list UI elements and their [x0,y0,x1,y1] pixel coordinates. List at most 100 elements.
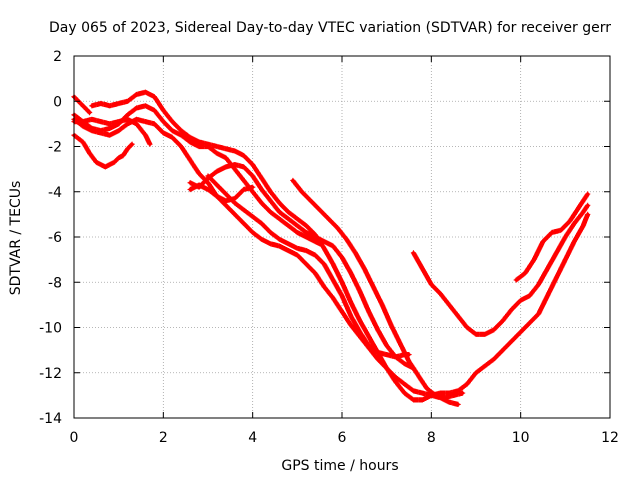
data-point [188,135,192,140]
data-point [143,104,148,108]
series-arc-10 [290,177,466,401]
data-point [134,92,139,97]
data-point [523,271,527,275]
data-point [581,210,585,214]
data-point [277,237,282,241]
data-point [554,251,559,255]
data-point [112,160,116,164]
data-point [407,359,411,364]
data-point [367,334,371,339]
data-point [206,174,210,178]
y-tick-label: -4 [48,185,62,201]
data-point [81,104,85,108]
y-axis-label: SDTVAR / TECUs [8,181,24,296]
data-point [286,248,290,253]
data-point [179,144,183,149]
data-point [268,242,273,246]
data-point [170,135,174,140]
data-point [108,122,112,126]
data-point [251,163,255,167]
grid-layer [74,56,610,418]
data-point [376,328,380,332]
data-point [90,117,94,121]
data-point [398,341,402,345]
data-point [152,122,156,126]
data-point [420,267,424,271]
data-point [295,230,299,235]
data-point [268,190,273,194]
data-point [304,262,308,266]
data-point [286,217,290,221]
data-point [586,203,590,207]
data-point [358,319,362,323]
data-point [300,190,304,194]
data-point [331,262,335,266]
data-point [81,120,85,124]
data-point [335,226,340,230]
data-point [260,237,264,241]
data-point [224,147,228,151]
data-point [233,149,237,153]
data-point [465,325,469,330]
data-point [344,237,349,241]
data-point [536,312,541,316]
data-point [88,151,92,155]
data-point [519,298,523,302]
data-point [541,239,545,244]
data-point [161,131,165,135]
data-point [340,310,344,314]
data-point [126,99,130,103]
series-arc-12 [513,191,591,283]
data-point [143,120,148,124]
data-point [536,282,541,287]
data-point [251,185,255,189]
data-point [103,165,107,169]
x-tick-label: 10 [512,430,530,446]
data-point [304,248,308,253]
data-point [291,178,295,183]
data-point [268,210,273,214]
data-point [188,181,192,185]
data-point [420,398,424,402]
data-point [134,117,139,121]
data-point [286,242,290,246]
data-point [242,208,246,212]
x-tick-label: 8 [427,430,436,446]
data-point [572,221,576,226]
data-point [295,224,299,228]
data-point [389,323,393,327]
data-point [563,235,567,239]
data-point [260,187,264,192]
data-point [134,122,139,126]
data-point [528,321,532,325]
data-point [554,276,559,280]
data-point [309,199,313,203]
data-point [443,396,447,400]
data-point [242,165,246,169]
data-point [215,183,219,187]
data-point [108,104,112,108]
y-tick-label: -14 [39,411,62,427]
data-point [295,217,299,221]
data-point [286,210,290,214]
series-arc-7 [187,162,417,371]
data-point [215,144,219,149]
data-point [327,217,331,221]
data-point [362,267,366,271]
data-point [99,120,103,124]
data-point [340,294,344,298]
data-point [402,362,407,366]
data-point [304,230,308,235]
data-point [380,303,384,307]
x-axis-label: GPS time / hours [281,458,398,474]
data-point [572,239,576,244]
data-point [358,289,362,293]
data-point [331,244,335,248]
data-point [411,398,416,402]
data-point [224,199,228,203]
data-point [224,192,228,196]
x-tick-label: 0 [70,430,79,446]
data-point [313,253,317,257]
data-point [242,178,246,183]
data-point [148,142,152,146]
